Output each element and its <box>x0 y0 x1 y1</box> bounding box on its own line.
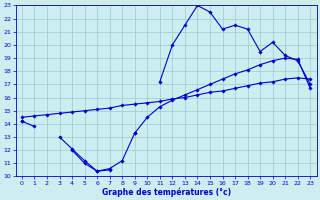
X-axis label: Graphe des températures (°c): Graphe des températures (°c) <box>101 187 231 197</box>
